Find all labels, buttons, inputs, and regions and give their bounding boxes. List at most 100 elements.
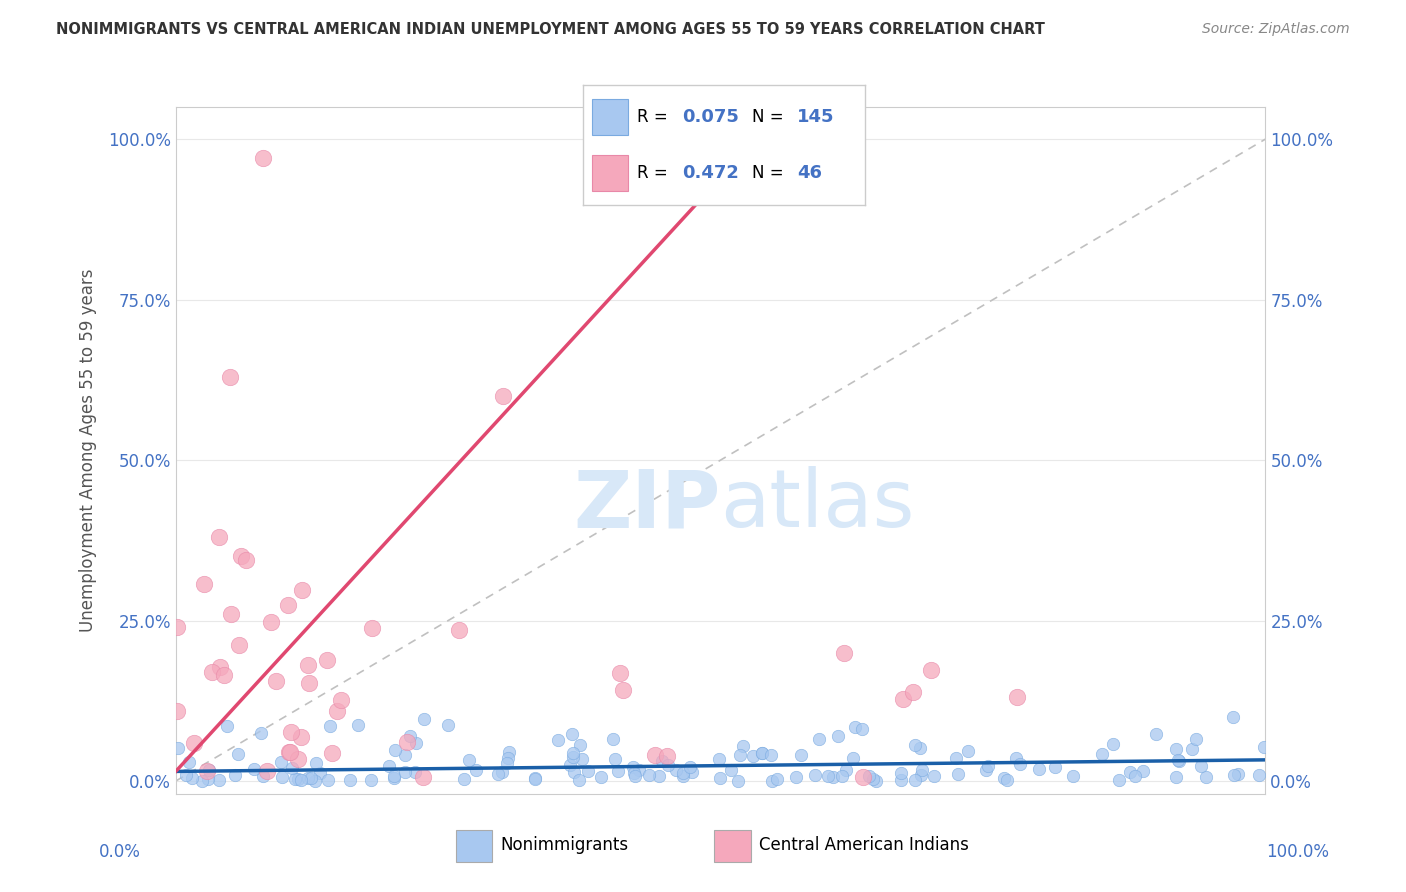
Point — [1062, 769, 1084, 783]
Point — [562, 765, 585, 780]
Point — [576, 764, 599, 778]
Point — [284, 772, 307, 787]
Point — [224, 768, 246, 782]
Point — [208, 530, 231, 544]
Point — [720, 763, 742, 777]
Point — [995, 772, 1018, 787]
Point — [384, 769, 406, 783]
Point — [558, 758, 581, 772]
Point — [315, 653, 337, 667]
Point — [865, 773, 887, 788]
Point — [326, 704, 349, 718]
Bar — [592, 154, 628, 191]
Point — [453, 772, 475, 787]
Point — [751, 747, 773, 761]
Point — [250, 725, 273, 739]
Point — [817, 769, 839, 783]
Point — [437, 718, 460, 732]
Point — [1144, 727, 1167, 741]
Point — [858, 769, 880, 783]
Point — [1005, 690, 1028, 704]
Point — [321, 746, 343, 760]
Point — [1222, 768, 1244, 782]
Point — [214, 667, 236, 681]
Point — [464, 763, 486, 777]
Point — [835, 763, 858, 777]
Point — [1005, 750, 1028, 764]
Point — [277, 745, 299, 759]
Point — [243, 762, 266, 776]
Point — [765, 772, 787, 786]
Point — [1194, 770, 1216, 784]
Point — [299, 771, 322, 785]
Point — [360, 772, 382, 787]
Point — [347, 718, 370, 732]
Point — [561, 727, 583, 741]
Point — [751, 746, 773, 760]
Point — [890, 765, 912, 780]
Point — [803, 767, 825, 781]
Point — [496, 751, 519, 765]
Point — [904, 739, 927, 753]
Point — [807, 731, 830, 746]
Point — [412, 770, 434, 784]
Point — [382, 771, 405, 785]
Point — [623, 765, 645, 780]
Point — [486, 766, 509, 780]
Point — [920, 664, 942, 678]
Point — [910, 768, 932, 782]
Point — [621, 760, 644, 774]
Point — [977, 758, 1000, 772]
Point — [1123, 769, 1146, 783]
Point — [637, 768, 659, 782]
Point — [413, 712, 436, 726]
Point — [908, 741, 931, 756]
Point — [591, 771, 613, 785]
Point — [1189, 759, 1212, 773]
Text: Source: ZipAtlas.com: Source: ZipAtlas.com — [1202, 22, 1350, 37]
Point — [831, 769, 853, 783]
Point — [1132, 764, 1154, 779]
Point — [277, 599, 299, 613]
Text: 145: 145 — [797, 108, 835, 127]
Y-axis label: Unemployment Among Ages 55 to 59 years: Unemployment Among Ages 55 to 59 years — [79, 268, 97, 632]
Point — [1253, 739, 1275, 754]
Point — [280, 745, 302, 759]
Point — [287, 772, 309, 786]
Point — [823, 770, 845, 784]
Point — [394, 765, 416, 780]
Point — [524, 772, 547, 786]
Point — [297, 771, 319, 785]
Point — [384, 742, 406, 756]
Point — [862, 772, 884, 786]
Point — [215, 718, 238, 732]
Point — [827, 729, 849, 743]
Point — [297, 658, 319, 673]
Point — [547, 733, 569, 747]
Text: 0.075: 0.075 — [682, 108, 738, 127]
Point — [761, 773, 783, 788]
Point — [974, 763, 997, 777]
Point — [569, 738, 592, 752]
Point — [287, 752, 309, 766]
Point — [1164, 742, 1187, 756]
Point — [904, 773, 927, 788]
Point — [561, 750, 583, 764]
Point — [498, 745, 520, 759]
Point — [731, 739, 754, 754]
Text: R =: R = — [637, 163, 668, 182]
Point — [319, 719, 342, 733]
Point — [290, 730, 312, 744]
Point — [1168, 754, 1191, 768]
Point — [271, 770, 294, 784]
Point — [394, 748, 416, 763]
Point — [903, 684, 925, 698]
Point — [759, 747, 782, 762]
Point — [568, 773, 591, 788]
Point — [709, 752, 731, 766]
Bar — [456, 830, 492, 863]
Point — [330, 693, 353, 707]
Point — [166, 741, 188, 756]
Point — [193, 577, 215, 591]
Point — [1226, 766, 1249, 780]
